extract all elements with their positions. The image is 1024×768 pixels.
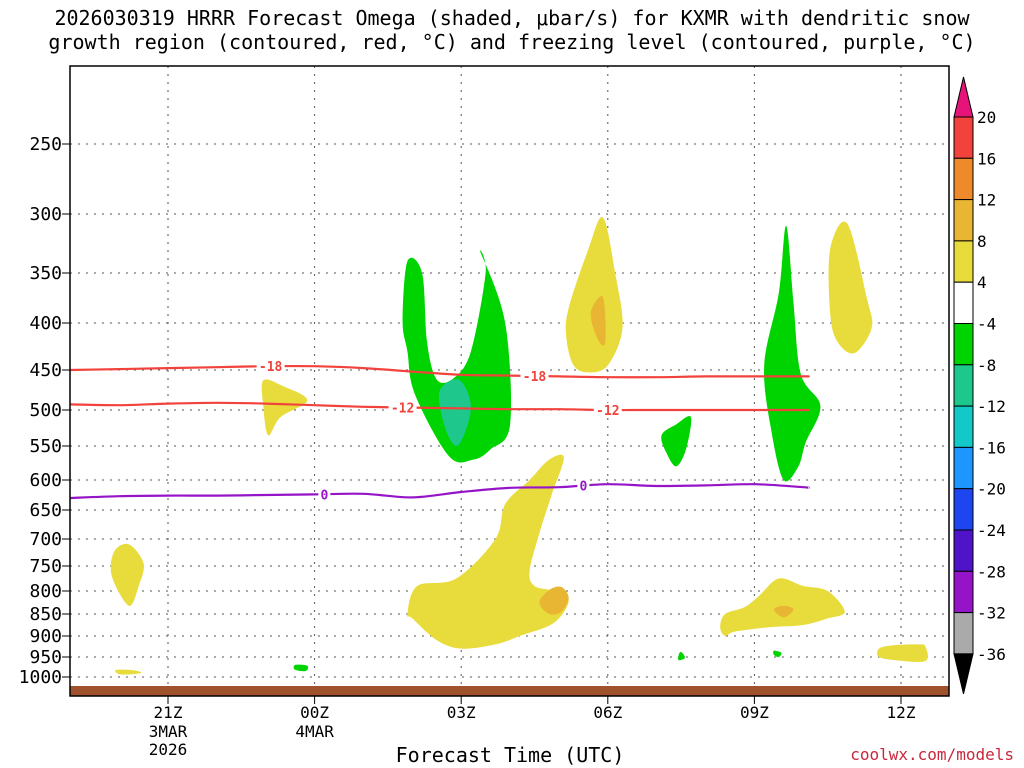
- colorbar-label: -28: [977, 562, 1006, 581]
- omega-shaded-region: [828, 221, 873, 354]
- x-tick-sublabel: 2026: [149, 740, 188, 759]
- omega-shaded-region: [661, 416, 692, 467]
- omega-shaded-region: [678, 651, 686, 661]
- y-tick-label: 300: [29, 204, 62, 225]
- x-tick-label: 12Z: [887, 703, 916, 722]
- contour-label: -18: [523, 370, 547, 385]
- colorbar-band: [953, 446, 974, 490]
- contour-label: -12: [596, 404, 619, 419]
- contour-line--18: [70, 364, 810, 379]
- omega-shaded-region: [877, 644, 928, 662]
- plot-frame: [69, 65, 950, 697]
- contour-label-bg: [520, 369, 549, 383]
- colorbar-band: [953, 529, 974, 572]
- chart-title-line2: growth region (contoured, red, °C) and f…: [48, 30, 976, 54]
- omega-shaded-region: [293, 664, 309, 672]
- y-tick-label: 950: [29, 647, 62, 668]
- colorbar-label: -4: [977, 315, 996, 334]
- x-tick-sublabel: 3MAR: [149, 722, 188, 741]
- contour-label-bg: [577, 478, 590, 493]
- y-tick-label: 450: [29, 360, 62, 381]
- y-tick-label: 800: [29, 581, 62, 602]
- colorbar-label: 12: [977, 191, 996, 210]
- contour-label-bg: [388, 400, 417, 415]
- contour-label: -18: [259, 360, 283, 375]
- colorbar-band: [953, 323, 974, 366]
- omega-shaded-region: [438, 379, 471, 446]
- y-tick-label: 350: [29, 263, 62, 284]
- colorbar-label: -20: [977, 480, 1006, 499]
- x-tick-label: 06Z: [593, 703, 622, 722]
- colorbar-band: [953, 405, 974, 448]
- colorbar-band: [953, 364, 974, 407]
- contour-label: 0: [320, 488, 328, 503]
- omega-shaded-region: [539, 586, 569, 615]
- colorbar-band: [953, 157, 974, 201]
- y-tick-label: 400: [29, 313, 62, 334]
- colorbar-label: -24: [977, 521, 1006, 540]
- contour-label-bg: [593, 403, 622, 417]
- omega-shaded-region: [773, 605, 794, 618]
- x-axis-title: Forecast Time (UTC): [395, 743, 625, 767]
- colorbar-band: [953, 240, 974, 283]
- colorbar-band: [953, 281, 974, 325]
- contour-label-bg: [256, 359, 285, 374]
- x-tick-label: 00Z: [300, 703, 329, 722]
- contour-label: -12: [391, 401, 414, 416]
- colorbar-label: -32: [977, 604, 1006, 623]
- colorbar-band: [953, 116, 974, 159]
- x-tick-label: 03Z: [447, 703, 476, 722]
- colorbar-label: -16: [977, 438, 1006, 457]
- contour-line-0: [70, 483, 810, 500]
- colorbar-band: [953, 612, 974, 655]
- colorbar-label: 8: [977, 232, 987, 251]
- omega-shaded-region: [115, 669, 142, 675]
- x-tick-label: 09Z: [740, 703, 769, 722]
- colorbar-label: -8: [977, 356, 996, 375]
- plot-area: -18 -18 -12 -12 0 0: [70, 66, 949, 696]
- omega-shaded-region: [773, 650, 782, 658]
- colorbar-label: -36: [977, 645, 1006, 664]
- y-tick-label: 600: [29, 470, 62, 491]
- omega-shaded-region: [110, 543, 144, 606]
- y-tick-label: 500: [29, 400, 62, 421]
- ground-strip: [70, 686, 949, 696]
- contour-line--12: [70, 401, 810, 412]
- contour-label-bg: [318, 487, 331, 502]
- x-tick-label: 21Z: [154, 703, 183, 722]
- colorbar-label: 20: [977, 108, 996, 127]
- colorbar-band: [953, 199, 974, 242]
- colorbar-band: [953, 488, 974, 531]
- colorbar-under-triangle: [953, 653, 974, 695]
- y-tick-label: 550: [29, 436, 62, 457]
- omega-shaded-region: [590, 295, 606, 346]
- colorbar: 20 16 12 8 4 -4 -8 -12 -16 -20 -24 -28 -32 -36: [953, 76, 1006, 695]
- y-tick-label: 900: [29, 626, 62, 647]
- y-tick-label: 700: [29, 529, 62, 550]
- contour-label: 0: [579, 480, 587, 495]
- y-tick-label: 250: [29, 134, 62, 155]
- omega-shaded-region: [261, 379, 308, 436]
- colorbar-label: 4: [977, 273, 987, 292]
- x-tick-sublabel: 4MAR: [295, 722, 334, 741]
- y-tick-label: 650: [29, 500, 62, 521]
- colorbar-label: 16: [977, 149, 996, 168]
- omega-shaded-region: [764, 225, 821, 482]
- y-tick-label: 1000: [19, 667, 62, 688]
- colorbar-over-triangle: [953, 76, 974, 118]
- chart-title-line1: 2026030319 HRRR Forecast Omega (shaded, …: [54, 6, 970, 30]
- y-tick-label: 850: [29, 604, 62, 625]
- omega-shaded-region: [565, 217, 623, 373]
- colorbar-band: [953, 570, 974, 614]
- omega-shaded-region: [407, 454, 569, 649]
- credit-text: coolwx.com/models: [850, 745, 1014, 764]
- colorbar-label: -12: [977, 397, 1006, 416]
- y-tick-label: 750: [29, 556, 62, 577]
